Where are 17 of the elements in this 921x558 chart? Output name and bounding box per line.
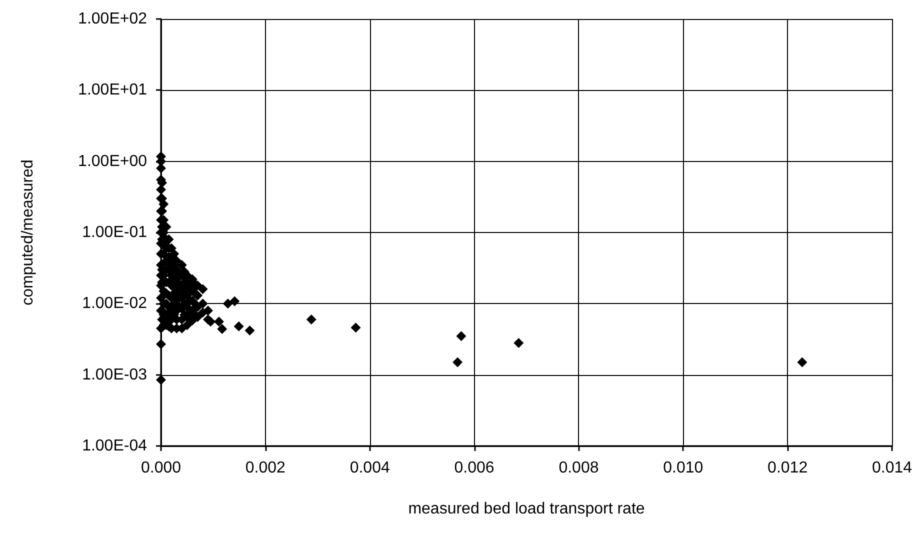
x-axis-title: measured bed load transport rate [408,500,645,518]
y-tick-label: 1.00E+01 [78,82,148,99]
x-tick-label: 0.004 [350,460,390,476]
x-tick-label: 0.000 [140,460,182,476]
y-tick-label: 1.00E-03 [82,366,148,384]
y-tick-label: 1.00E-02 [82,295,148,312]
x-tick-label: 0.006 [454,460,494,476]
x-tick-label: 0.002 [245,460,286,476]
y-tick-label: 1.00E-01 [82,224,148,241]
y-axis-title: computed/measured [20,160,36,306]
x-tick-label: 0.010 [663,460,704,476]
y-tick-label: 1.00E+02 [78,10,148,28]
y-tick-label: 1.00E-04 [82,438,148,454]
y-tick-label: 1.00E+00 [78,152,148,170]
x-tick-label: 0.014 [872,460,912,476]
x-tick-label: 0.012 [768,460,808,476]
x-tick-label: 0.008 [558,460,599,476]
